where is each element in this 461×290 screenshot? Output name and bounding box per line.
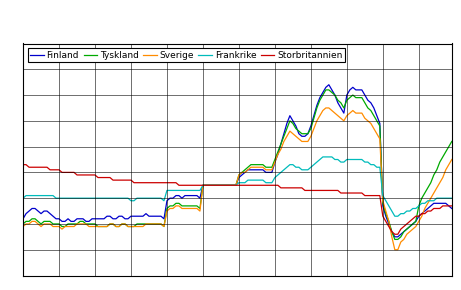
Sverige bbox=[368, 122, 373, 125]
Frankrike bbox=[368, 163, 373, 166]
Finland bbox=[329, 88, 335, 92]
Line: Frankrike: Frankrike bbox=[23, 157, 452, 216]
Tyskland bbox=[83, 222, 89, 226]
Storbritannien bbox=[152, 181, 158, 184]
Tyskland bbox=[449, 140, 455, 143]
Frankrike bbox=[374, 166, 379, 169]
Line: Finland: Finland bbox=[23, 85, 452, 237]
Frankrike bbox=[83, 196, 89, 200]
Frankrike bbox=[329, 155, 335, 159]
Finland bbox=[326, 83, 331, 86]
Sverige bbox=[392, 248, 397, 251]
Frankrike bbox=[320, 155, 325, 159]
Finland bbox=[152, 215, 158, 218]
Storbritannien bbox=[50, 168, 56, 172]
Tyskland bbox=[152, 222, 158, 226]
Tyskland bbox=[20, 222, 26, 226]
Finland bbox=[374, 114, 379, 117]
Sverige bbox=[374, 132, 379, 135]
Legend: Finland, Tyskland, Sverige, Frankrike, Storbritannien: Finland, Tyskland, Sverige, Frankrike, S… bbox=[28, 48, 345, 62]
Finland bbox=[50, 215, 56, 218]
Sverige bbox=[323, 106, 329, 110]
Sverige bbox=[50, 225, 56, 228]
Sverige bbox=[449, 158, 455, 161]
Finland bbox=[20, 217, 26, 220]
Storbritannien bbox=[371, 194, 377, 197]
Frankrike bbox=[20, 196, 26, 200]
Tyskland bbox=[374, 119, 379, 123]
Finland bbox=[392, 235, 397, 239]
Line: Storbritannien: Storbritannien bbox=[23, 165, 452, 234]
Frankrike bbox=[449, 196, 455, 200]
Sverige bbox=[20, 225, 26, 228]
Tyskland bbox=[368, 109, 373, 112]
Line: Sverige: Sverige bbox=[23, 108, 452, 250]
Storbritannien bbox=[392, 233, 397, 236]
Frankrike bbox=[392, 215, 397, 218]
Sverige bbox=[83, 222, 89, 226]
Sverige bbox=[152, 222, 158, 226]
Tyskland bbox=[323, 88, 329, 92]
Storbritannien bbox=[326, 189, 331, 192]
Tyskland bbox=[50, 222, 56, 226]
Tyskland bbox=[392, 238, 397, 241]
Storbritannien bbox=[449, 204, 455, 208]
Frankrike bbox=[50, 194, 56, 197]
Finland bbox=[368, 101, 373, 104]
Finland bbox=[83, 220, 89, 223]
Storbritannien bbox=[83, 173, 89, 177]
Line: Tyskland: Tyskland bbox=[23, 90, 452, 240]
Storbritannien bbox=[20, 163, 26, 166]
Finland bbox=[449, 207, 455, 210]
Frankrike bbox=[152, 196, 158, 200]
Storbritannien bbox=[365, 194, 371, 197]
Sverige bbox=[329, 109, 335, 112]
Tyskland bbox=[329, 91, 335, 94]
